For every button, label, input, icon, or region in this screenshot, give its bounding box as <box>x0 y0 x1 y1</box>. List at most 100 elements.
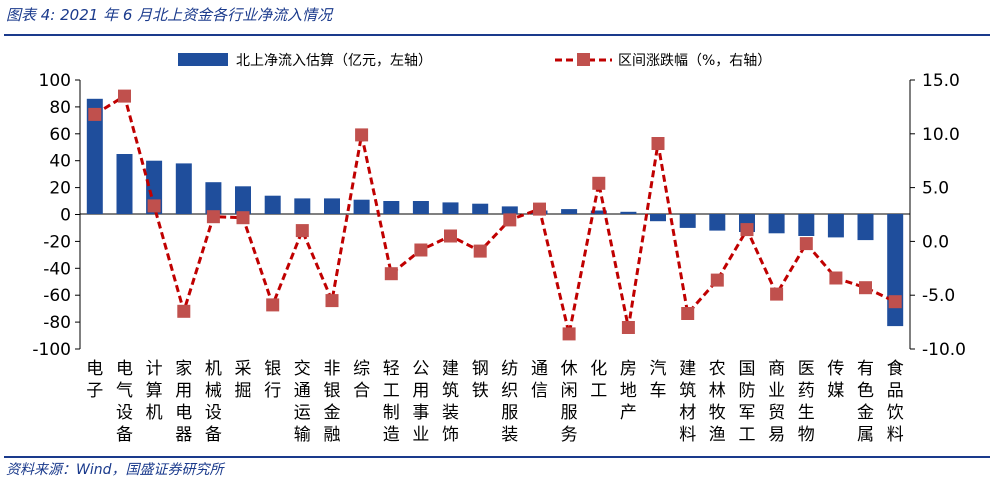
bottom-rule <box>4 456 990 458</box>
category-labels: 电子电气设备计算机家用电器机械设备采掘银行交通运输非银金融综合轻工制造公用事业建… <box>86 359 903 445</box>
bar-有色金属 <box>857 214 874 241</box>
left-tick-label: -60 <box>43 286 71 306</box>
category-label: 通信 <box>531 359 548 401</box>
category-label: 计算机 <box>146 359 163 423</box>
marker-综合 <box>355 128 369 142</box>
category-label: 商业贸易 <box>768 359 785 445</box>
category-label: 交通运输 <box>294 359 311 445</box>
marker-传媒 <box>829 271 843 285</box>
category-label: 机械设备 <box>205 359 222 445</box>
legend-line-label: 区间涨跌幅（%，右轴） <box>618 53 771 69</box>
category-label: 食品饮料 <box>887 359 904 445</box>
left-tick-label: 40 <box>49 152 71 172</box>
change-line <box>94 93 896 335</box>
legend-bar-swatch <box>178 53 228 66</box>
legend-marker-swatch <box>577 53 590 66</box>
category-label: 建筑装饰 <box>442 359 459 445</box>
category-label: 非银金融 <box>324 359 341 445</box>
marker-国防军工 <box>740 223 754 237</box>
category-label: 银行 <box>264 359 281 401</box>
marker-医药生物 <box>799 237 813 251</box>
marker-汽车 <box>651 137 665 150</box>
left-tick-label: 80 <box>49 98 71 118</box>
bar-建筑材料 <box>679 214 696 228</box>
category-label: 电气设备 <box>116 359 133 445</box>
category-label: 有色金属 <box>857 359 874 445</box>
category-label: 公用事业 <box>412 359 429 445</box>
left-tick-label: -100 <box>32 340 71 360</box>
bar-采掘 <box>235 186 251 214</box>
category-label: 轻工制造 <box>383 359 400 445</box>
bar-汽车 <box>650 214 666 222</box>
bar-综合 <box>353 199 370 214</box>
marker-纺织服装 <box>503 213 517 227</box>
bar-series <box>86 98 904 327</box>
top-rule <box>4 34 990 36</box>
bar-公用事业 <box>412 201 429 214</box>
left-tick-label: 0 <box>60 206 71 226</box>
bar-休闲服务 <box>561 209 578 214</box>
marker-银行 <box>266 298 280 312</box>
marker-计算机 <box>147 199 161 213</box>
left-tick-label: 60 <box>49 125 71 145</box>
left-tick-label: 100 <box>39 71 71 91</box>
bar-农林牧渔 <box>709 214 726 231</box>
right-tick-label: -5.0 <box>922 286 955 306</box>
marker-商业贸易 <box>770 287 784 301</box>
marker-电气设备 <box>118 89 131 103</box>
bar-纺织服装 <box>501 206 518 214</box>
bar-商业贸易 <box>768 214 785 234</box>
right-tick-label: 0.0 <box>922 232 949 252</box>
legend: 北上净流入估算（亿元，左轴） 区间涨跌幅（%，右轴） <box>178 53 771 69</box>
marker-化工 <box>592 176 606 190</box>
marker-建筑材料 <box>681 307 695 320</box>
category-label: 化工 <box>590 359 607 401</box>
left-tick-label: -80 <box>43 313 71 333</box>
marker-公用事业 <box>414 243 428 257</box>
marker-轻工制造 <box>384 267 398 281</box>
category-label: 国防军工 <box>739 359 756 445</box>
marker-采掘 <box>236 211 250 225</box>
category-label: 家用电器 <box>175 359 192 445</box>
legend-bar-label: 北上净流入估算（亿元，左轴） <box>236 53 432 69</box>
marker-通信 <box>533 202 546 216</box>
bar-轻工制造 <box>383 201 400 214</box>
right-tick-label: 10.0 <box>922 125 960 145</box>
bar-电子 <box>86 98 103 214</box>
marker-建筑装饰 <box>444 229 457 243</box>
bar-非银金融 <box>324 198 340 214</box>
left-tick-label: 20 <box>49 179 71 199</box>
figure-title: 图表 4: 2021 年 6 月北上资金各行业净流入情况 <box>6 6 333 24</box>
marker-农林牧渔 <box>710 273 724 287</box>
right-tick-label: 15.0 <box>922 71 960 91</box>
bar-房地产 <box>620 211 637 214</box>
bar-化工 <box>590 210 607 214</box>
bar-传媒 <box>827 214 844 238</box>
category-label: 汽车 <box>650 359 667 401</box>
marker-钢铁 <box>473 244 487 258</box>
bar-电气设备 <box>116 154 133 214</box>
marker-机械设备 <box>206 210 220 224</box>
category-label: 电子 <box>86 359 103 401</box>
marker-电子 <box>88 107 102 121</box>
marker-家用电器 <box>177 304 191 318</box>
bar-医药生物 <box>798 214 815 236</box>
category-label: 钢铁 <box>472 359 489 401</box>
line-series <box>88 89 902 341</box>
bar-食品饮料 <box>887 214 904 327</box>
category-label: 建筑材料 <box>679 359 696 445</box>
category-label: 传媒 <box>827 359 844 401</box>
category-label: 医药生物 <box>798 359 815 445</box>
bar-建筑装饰 <box>442 202 459 214</box>
category-label: 农林牧渔 <box>709 359 726 445</box>
right-tick-label: 5.0 <box>922 179 949 199</box>
category-label: 休闲服务 <box>561 359 578 445</box>
source-note: 资料来源：Wind，国盛证券研究所 <box>6 462 224 478</box>
marker-休闲服务 <box>562 327 576 341</box>
marker-非银金融 <box>325 294 339 308</box>
bar-银行 <box>264 195 281 214</box>
right-tick-label: -10.0 <box>922 340 966 360</box>
bar-交通运输 <box>294 198 311 214</box>
bar-钢铁 <box>472 203 489 214</box>
